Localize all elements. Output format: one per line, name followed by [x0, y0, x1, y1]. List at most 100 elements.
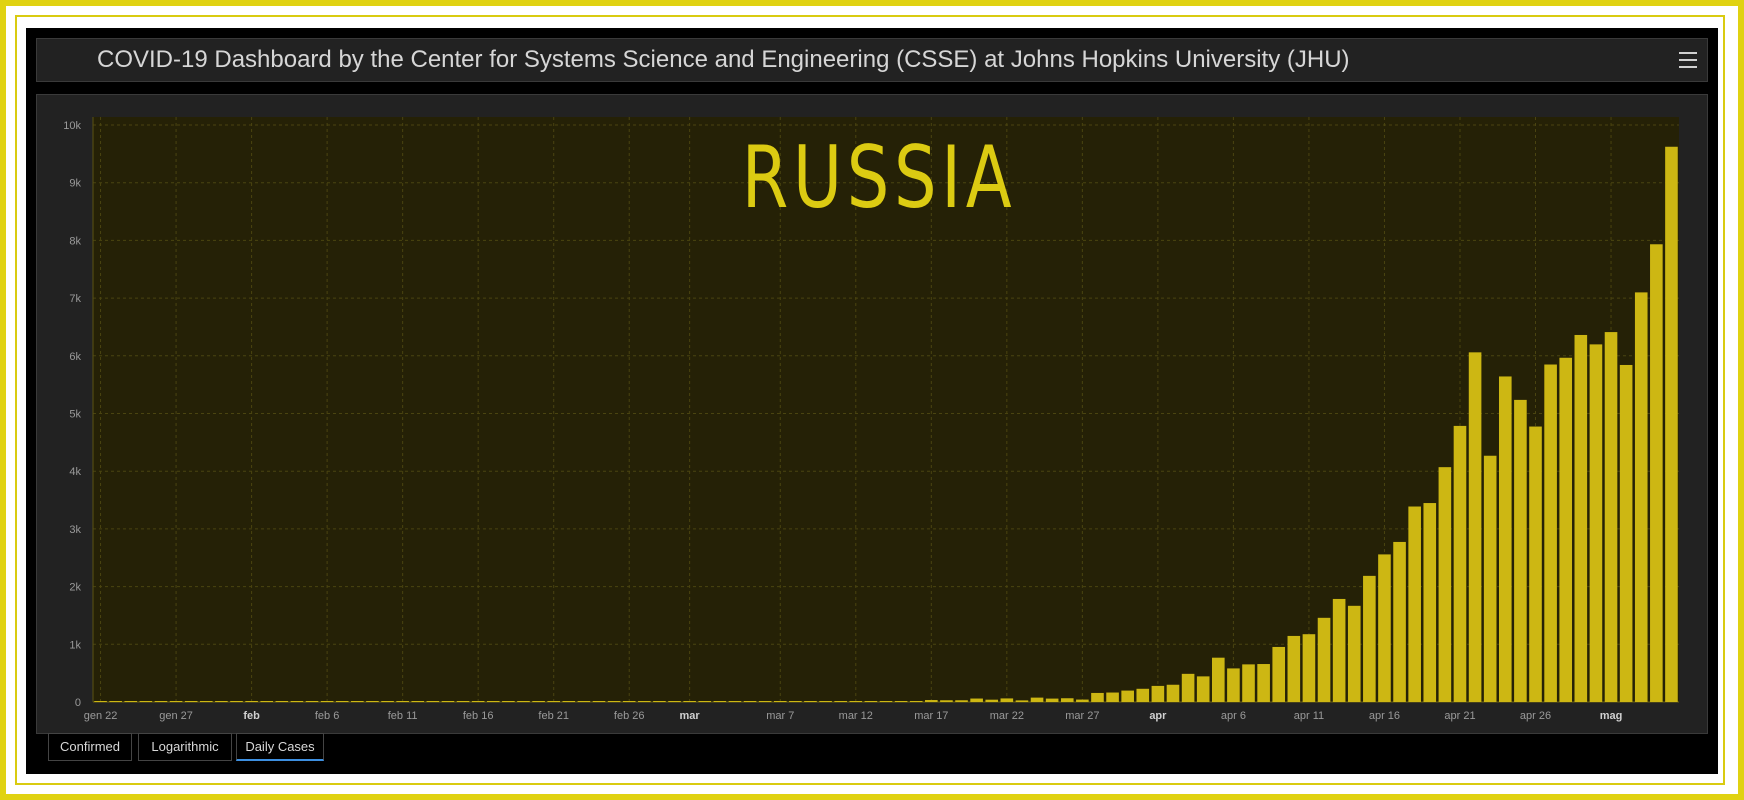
bar	[335, 701, 349, 702]
bar	[1604, 332, 1618, 702]
bar	[1378, 554, 1391, 702]
bar	[1589, 344, 1603, 702]
x-tick-label: feb 16	[463, 710, 494, 722]
daily-cases-chart: 0 1k 2k 3k 4k 5k 6k 7k 8k 9k 10k gen 22 gen 27 feb feb…	[63, 117, 1679, 722]
bar	[532, 701, 545, 702]
bar	[683, 701, 696, 702]
x-tick-label: apr 21	[1444, 710, 1475, 722]
bar	[169, 701, 183, 702]
bar	[955, 700, 968, 702]
bar	[1045, 698, 1059, 702]
tab-confirmed[interactable]: Confirmed	[48, 733, 132, 761]
bar	[1559, 357, 1573, 702]
bar	[245, 701, 258, 702]
bar	[275, 701, 289, 702]
y-tick-label: 8k	[69, 235, 81, 247]
x-tick-label: apr 16	[1369, 710, 1400, 722]
bar	[849, 701, 863, 702]
bar	[804, 701, 817, 702]
bar	[592, 701, 606, 702]
bar	[607, 701, 621, 702]
bar	[1287, 635, 1301, 702]
bar	[1136, 688, 1150, 702]
tab-daily-cases[interactable]: Daily Cases	[236, 733, 324, 761]
bar	[743, 701, 757, 702]
bar	[154, 701, 168, 702]
bar	[819, 701, 832, 702]
bar	[260, 701, 274, 702]
x-tick-label: mar	[680, 710, 701, 722]
y-tick-label: 4k	[69, 466, 81, 478]
bar	[305, 701, 319, 702]
bar	[1166, 684, 1180, 702]
bar	[970, 698, 983, 702]
bar	[894, 701, 908, 702]
dashboard-title: COVID-19 Dashboard by the Center for Sys…	[97, 46, 1350, 73]
y-tick-label: 0	[75, 697, 81, 709]
bar	[94, 701, 107, 702]
bar	[668, 701, 681, 702]
x-tick-label: mar 22	[990, 710, 1024, 722]
bar	[199, 701, 213, 702]
bar	[789, 701, 802, 702]
y-tick-label: 9k	[69, 178, 81, 190]
bar	[562, 701, 576, 702]
bar	[728, 701, 742, 702]
hamburger-menu-icon[interactable]	[1677, 50, 1699, 70]
bar	[1332, 598, 1346, 702]
bar	[471, 701, 485, 702]
x-tick-label: gen 27	[159, 710, 193, 722]
y-tick-label: 5k	[69, 409, 81, 421]
bar	[1453, 425, 1467, 702]
y-tick-label: 10k	[63, 120, 81, 132]
x-tick-label: apr 6	[1221, 710, 1246, 722]
bar	[517, 701, 530, 702]
bar	[1196, 676, 1210, 702]
bar	[1408, 506, 1421, 702]
x-tick-label: apr 11	[1294, 710, 1324, 722]
bar	[486, 701, 500, 702]
x-tick-label: apr 26	[1520, 710, 1551, 722]
dashboard-header: COVID-19 Dashboard by the Center for Sys…	[36, 38, 1708, 82]
y-tick-label: 6k	[69, 351, 81, 363]
chart-panel: 0 1k 2k 3k 4k 5k 6k 7k 8k 9k 10k gen 22 gen 27 feb feb…	[36, 94, 1708, 734]
bar	[1665, 146, 1678, 702]
bar	[381, 701, 394, 702]
bar	[1650, 244, 1663, 702]
bar	[879, 701, 893, 702]
y-tick-label: 7k	[69, 293, 81, 305]
x-tick-label: feb 26	[614, 710, 645, 722]
bar	[1060, 698, 1074, 702]
bar	[320, 701, 334, 702]
bar	[1544, 364, 1557, 702]
bar	[622, 701, 636, 702]
bar	[502, 701, 515, 702]
bar	[396, 701, 409, 702]
bar	[139, 701, 153, 702]
bar	[1015, 700, 1029, 702]
tab-logarithmic[interactable]: Logarithmic	[138, 733, 232, 761]
bar	[366, 701, 379, 702]
bar	[1257, 664, 1270, 702]
bar	[1106, 692, 1119, 702]
bar	[834, 701, 847, 702]
x-tick-label: mar 17	[914, 710, 948, 722]
bar	[1634, 292, 1648, 702]
bar	[758, 701, 772, 702]
bar	[1317, 617, 1331, 702]
bar	[1574, 334, 1588, 702]
bar	[1151, 685, 1165, 702]
bar	[864, 701, 878, 702]
bar	[124, 701, 138, 702]
bar	[1000, 698, 1014, 702]
bar	[456, 701, 470, 702]
bar	[909, 701, 923, 702]
x-tick-label: mar 27	[1065, 710, 1099, 722]
bar	[1076, 699, 1089, 702]
x-tick-label: feb 21	[538, 710, 569, 722]
bar	[1242, 664, 1255, 702]
bar	[1227, 668, 1240, 702]
x-tick-label: feb 6	[315, 710, 339, 722]
bar	[1091, 692, 1104, 702]
bar	[547, 701, 560, 702]
